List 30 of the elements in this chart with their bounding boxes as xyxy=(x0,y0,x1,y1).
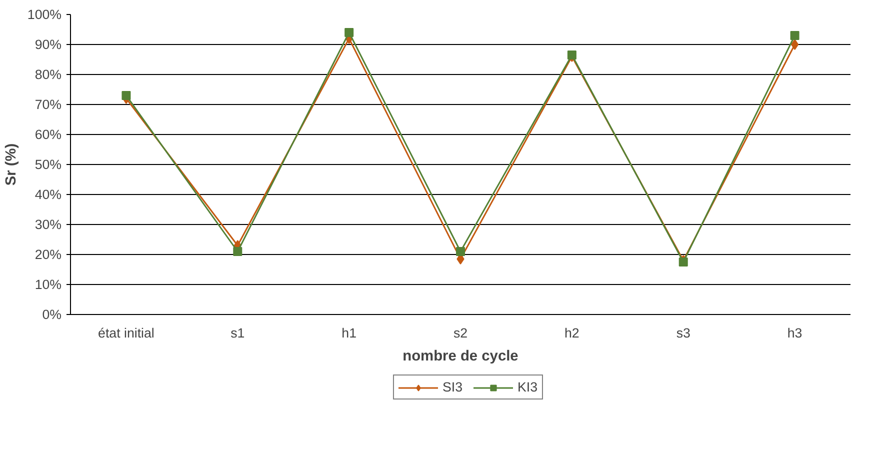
x-tick-label: état initial xyxy=(98,326,154,340)
x-tick-label: h3 xyxy=(787,326,802,340)
y-tick-label: 10% xyxy=(34,277,62,292)
point xyxy=(790,31,800,40)
y-tick-label: 60% xyxy=(34,127,62,142)
y-tick-label: 50% xyxy=(34,157,62,172)
y-tick-label: 80% xyxy=(34,67,62,82)
y-tick-label: 100% xyxy=(27,7,62,22)
point xyxy=(790,39,799,50)
x-tick-label: h2 xyxy=(564,326,580,340)
point xyxy=(567,50,576,60)
x-tick-label: h1 xyxy=(342,326,356,340)
y-tick-label: 70% xyxy=(34,97,62,112)
y-axis-title: Sr (%) xyxy=(3,143,20,186)
point xyxy=(678,258,688,266)
x-tick-label: s1 xyxy=(230,326,245,340)
point xyxy=(456,247,465,256)
point xyxy=(344,28,354,37)
y-tick-label: 30% xyxy=(34,217,62,232)
x-tick-label: s3 xyxy=(676,326,690,340)
x-tick-label: s2 xyxy=(453,326,468,340)
point xyxy=(233,247,242,256)
y-tick-label: 20% xyxy=(34,247,62,262)
legend-label: KI3 xyxy=(518,380,538,394)
y-tick-label: 0% xyxy=(42,307,62,322)
legend-label: SI3 xyxy=(442,380,462,394)
x-axis-title: nombre de cycle xyxy=(402,348,518,364)
point xyxy=(122,91,131,100)
y-tick-label: 40% xyxy=(34,187,62,202)
y-tick-label: 90% xyxy=(34,37,62,52)
